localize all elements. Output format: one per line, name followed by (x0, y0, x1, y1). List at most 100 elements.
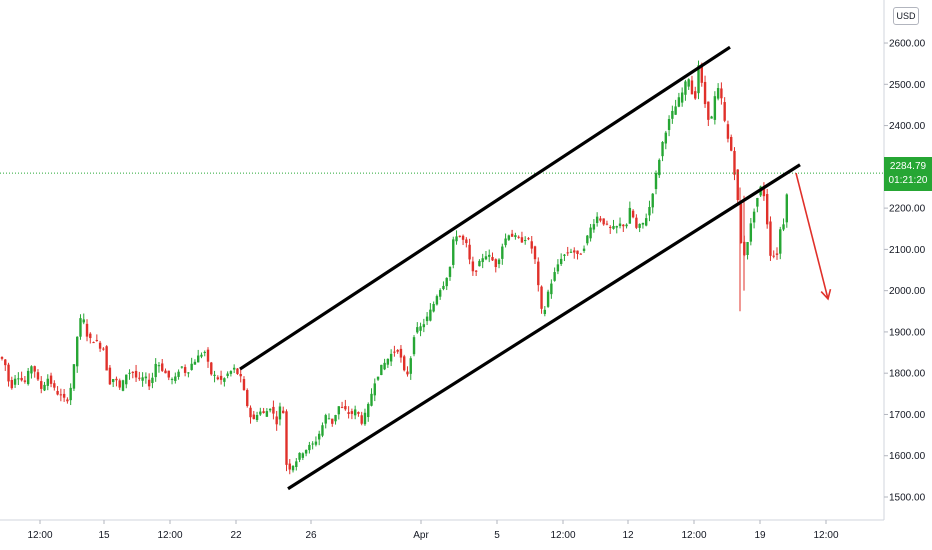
channel-lower-line[interactable] (287, 163, 801, 491)
candle (174, 372, 177, 384)
candle (465, 237, 468, 248)
candle (229, 370, 233, 377)
candle (59, 388, 63, 402)
y-tick-label: 2000.00 (889, 286, 926, 297)
candle (520, 231, 524, 243)
candle (478, 259, 481, 267)
candle (125, 374, 128, 389)
candle (268, 408, 272, 413)
candle (625, 223, 628, 229)
candle (393, 345, 396, 357)
candle (40, 376, 43, 394)
candle (726, 120, 730, 143)
candle (43, 381, 46, 392)
y-tick-label: 1700.00 (889, 410, 926, 421)
candle (537, 257, 540, 292)
candle (785, 193, 788, 228)
price-axis[interactable]: 1500.00 1600.00 1700.00 1800.00 1900.00 2000.… (884, 39, 926, 504)
candle (687, 78, 690, 90)
last-price-value: 2284.79 (889, 161, 927, 172)
candle (432, 301, 435, 313)
y-tick-label: 2600.00 (889, 39, 926, 50)
candle (631, 209, 635, 219)
candle (455, 230, 458, 245)
down-arrow-annotation[interactable] (795, 172, 832, 301)
y-tick-label: 1500.00 (889, 493, 926, 504)
candle (157, 362, 161, 373)
candle (775, 247, 779, 260)
candle (327, 413, 331, 420)
candle (213, 370, 216, 383)
candle (26, 367, 30, 386)
candle (667, 115, 671, 137)
candle (161, 358, 164, 372)
candle (30, 365, 33, 379)
candle (628, 201, 632, 224)
currency-badge[interactable]: USD (893, 7, 919, 25)
candle (471, 256, 475, 276)
candle (13, 375, 17, 388)
candle (442, 281, 445, 291)
x-tick-label: 12:00 (157, 530, 182, 541)
candle (703, 75, 707, 108)
candle (550, 279, 553, 299)
candle (180, 366, 184, 369)
drawing-annotations[interactable] (239, 45, 832, 491)
candle (242, 376, 246, 391)
candle (56, 386, 59, 396)
candle (644, 213, 648, 227)
time-axis[interactable]: 12:00 15 12:00 22 26 Apr 5 12:00 12 12:00 19 12:00 (27, 520, 839, 541)
candle (376, 376, 380, 381)
candle (674, 99, 677, 115)
candle (33, 365, 36, 378)
candle (756, 197, 759, 213)
candle (510, 229, 514, 237)
candle (445, 277, 448, 291)
channel-upper-line[interactable] (239, 45, 731, 371)
candle (403, 354, 406, 372)
x-tick-label: 12 (622, 530, 634, 541)
x-tick-label: 15 (98, 530, 110, 541)
candle (723, 97, 726, 123)
candle (615, 225, 618, 234)
candle (7, 362, 10, 387)
candle (429, 303, 432, 322)
candle (0, 356, 4, 361)
candle (92, 341, 95, 344)
candle (23, 375, 27, 384)
candle (249, 405, 252, 424)
candle (396, 349, 399, 354)
candle (121, 379, 125, 392)
y-tick-label: 2400.00 (889, 121, 926, 132)
candle (324, 413, 327, 429)
candle (716, 83, 720, 101)
candle (546, 289, 550, 308)
candle (298, 452, 301, 463)
candle (197, 349, 200, 363)
x-tick-label: 26 (305, 530, 317, 541)
candle (622, 224, 625, 232)
candle (82, 313, 85, 325)
candle (569, 248, 573, 254)
candle (680, 87, 684, 107)
candle (340, 401, 344, 409)
candle (641, 222, 645, 229)
candle (118, 378, 121, 390)
candle (350, 408, 354, 420)
candle (141, 372, 144, 387)
candle (367, 402, 370, 422)
candle (497, 258, 501, 269)
x-tick-label: Apr (413, 530, 429, 541)
candle (4, 358, 7, 371)
candle (533, 245, 537, 265)
candle (317, 430, 321, 446)
candle (694, 86, 697, 100)
candle (671, 105, 674, 124)
x-tick-label: 19 (754, 530, 766, 541)
candle (618, 217, 622, 229)
candle (710, 115, 713, 119)
candle (232, 364, 236, 374)
candle (138, 371, 141, 381)
candle (66, 397, 69, 404)
